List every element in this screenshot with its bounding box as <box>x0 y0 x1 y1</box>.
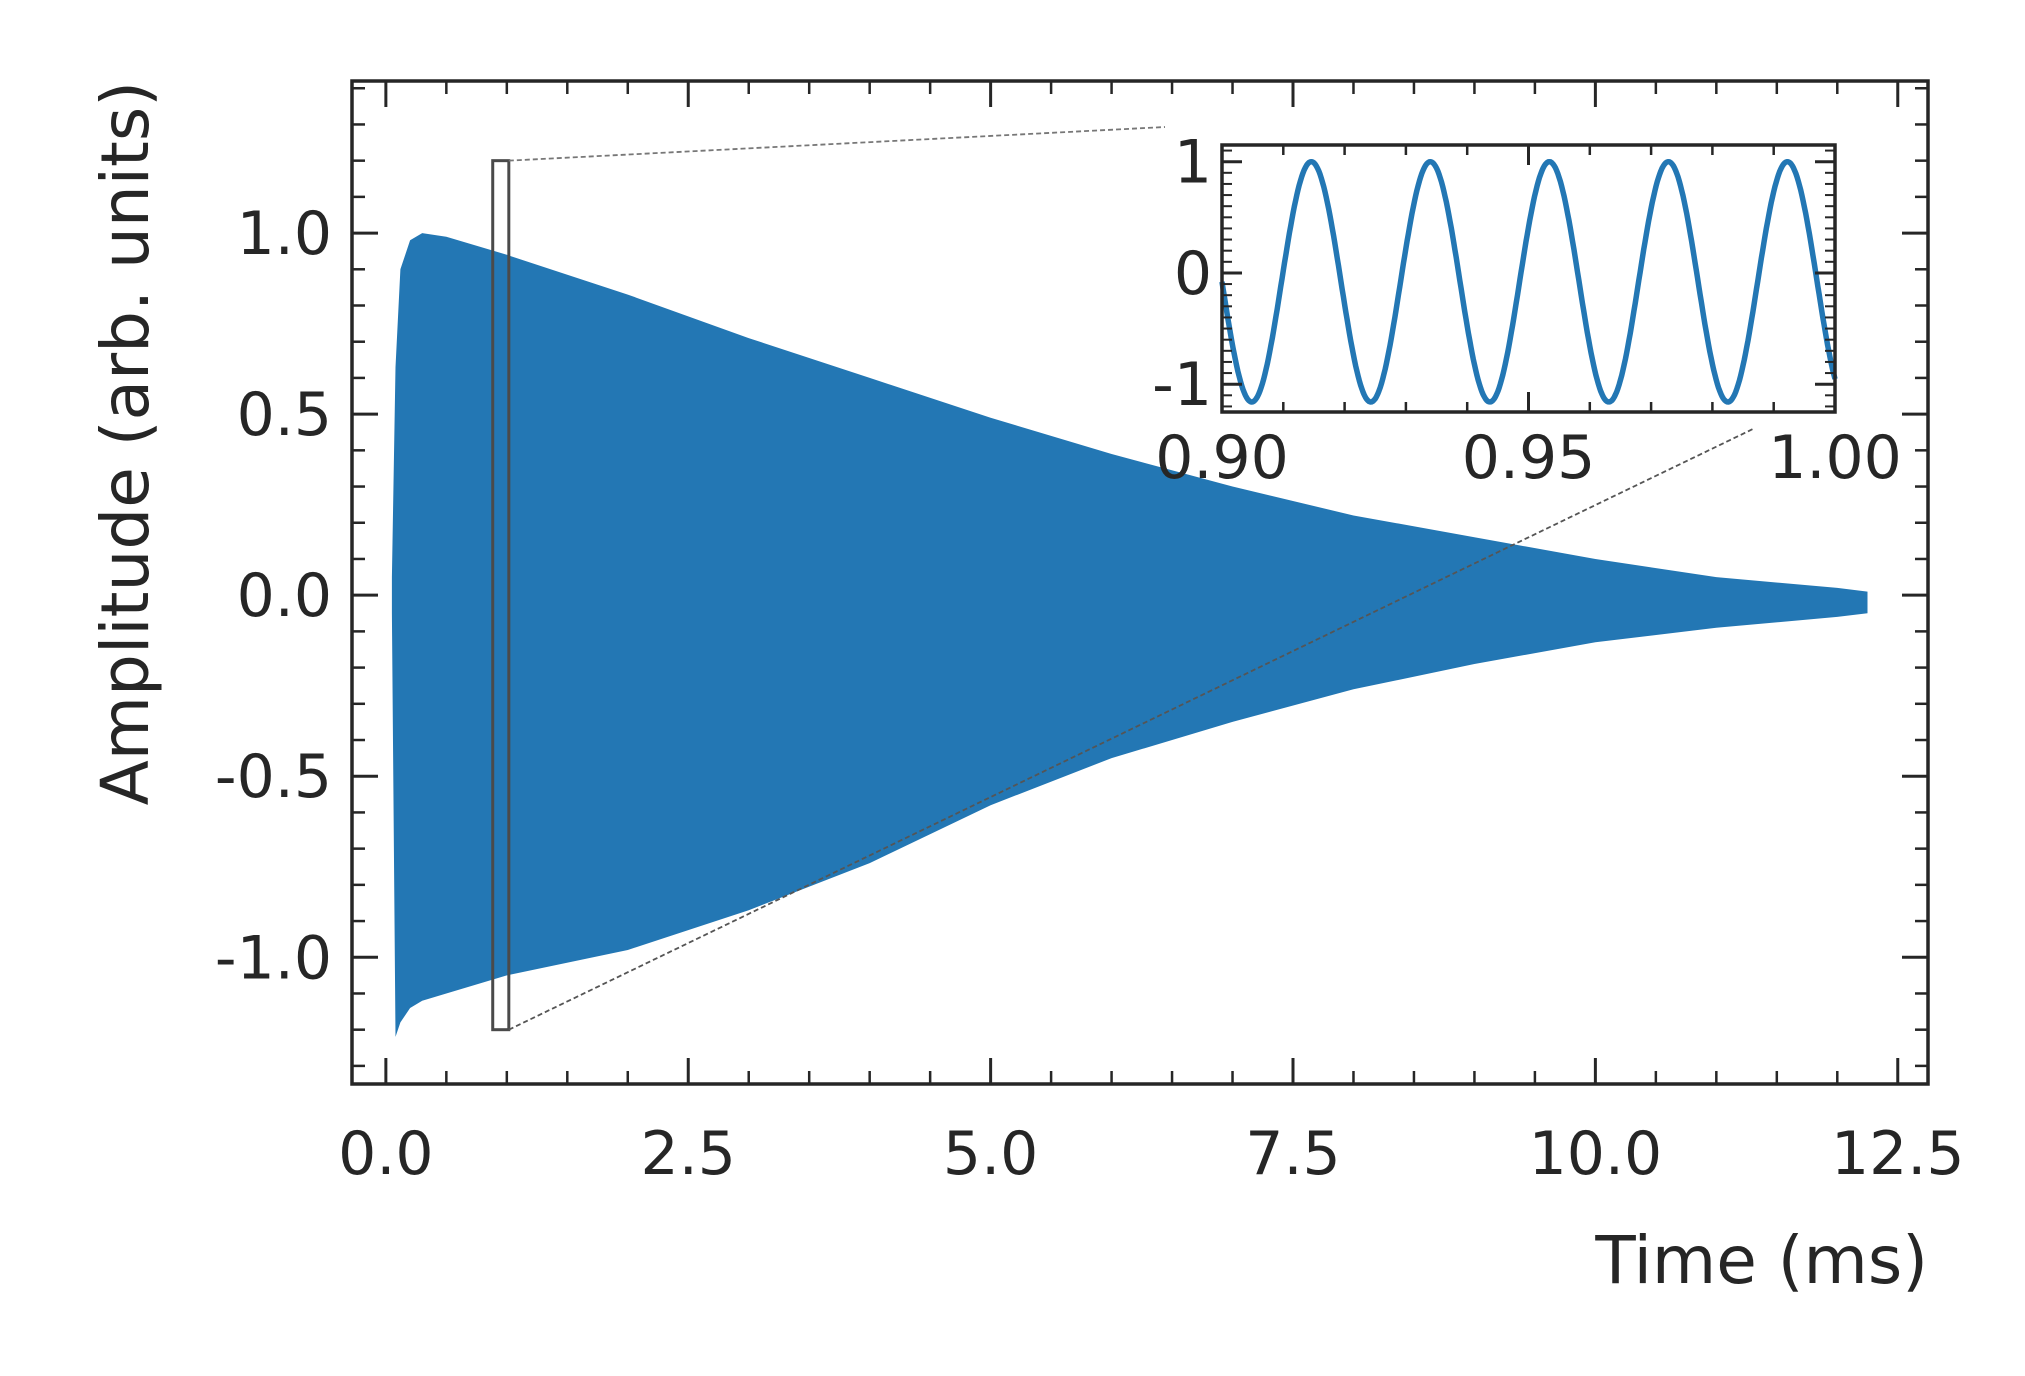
inset-plot-frame <box>1220 143 1837 414</box>
inset-signal-line <box>1219 158 1838 405</box>
main-x-tick-label: 12.5 <box>1831 1119 1965 1189</box>
main-x-tick-label: 10.0 <box>1529 1119 1663 1189</box>
main-y-tick-label: 0.0 <box>237 561 332 631</box>
inset-x-tick-label: 0.90 <box>1155 423 1289 493</box>
inset-x-ticks: 0.90 0.95 1.00 <box>1155 145 1902 493</box>
inset-y-ticks: -1 0 1 <box>1152 128 1835 420</box>
inset-y-tick-label: -1 <box>1152 350 1212 420</box>
main-x-ticks: 0.0 2.5 5.0 7.5 10.0 12.5 <box>338 81 1965 1189</box>
main-signal-envelope <box>391 233 1868 1037</box>
inset-y-tick-label: 1 <box>1174 128 1212 198</box>
main-x-tick-label: 5.0 <box>943 1119 1038 1189</box>
zoom-indicator-box <box>491 159 511 1032</box>
inset-x-tick-label: 1.00 <box>1768 423 1902 493</box>
main-y-ticks: -1.0 -0.5 0.0 0.5 1.0 <box>215 86 1928 1068</box>
main-axes: 0.0 2.5 5.0 7.5 10.0 12.5 -1.0 -0.5 0.0 0.5 1.0 T… <box>87 79 1965 1299</box>
inset-x-tick-label: 0.95 <box>1462 423 1596 493</box>
y-axis-label: Amplitude (arb. units) <box>87 81 164 805</box>
main-x-tick-label: 2.5 <box>641 1119 736 1189</box>
zoom-connector-bottom <box>508 427 1756 1031</box>
main-x-tick-label: 7.5 <box>1245 1119 1340 1189</box>
main-plot-frame <box>350 79 1930 1086</box>
main-y-tick-label: -0.5 <box>215 742 332 812</box>
inset-axes: 0.90 0.95 1.00 -1 0 1 <box>1152 128 1902 493</box>
inset-y-tick-label: 0 <box>1174 239 1212 309</box>
main-y-tick-label: 0.5 <box>237 380 332 450</box>
main-y-tick-label: -1.0 <box>215 923 332 993</box>
zoom-connector-top <box>508 126 1166 162</box>
main-y-tick-label: 1.0 <box>237 199 332 269</box>
x-axis-label: Time (ms) <box>1594 1222 1928 1299</box>
main-x-tick-label: 0.0 <box>338 1119 433 1189</box>
